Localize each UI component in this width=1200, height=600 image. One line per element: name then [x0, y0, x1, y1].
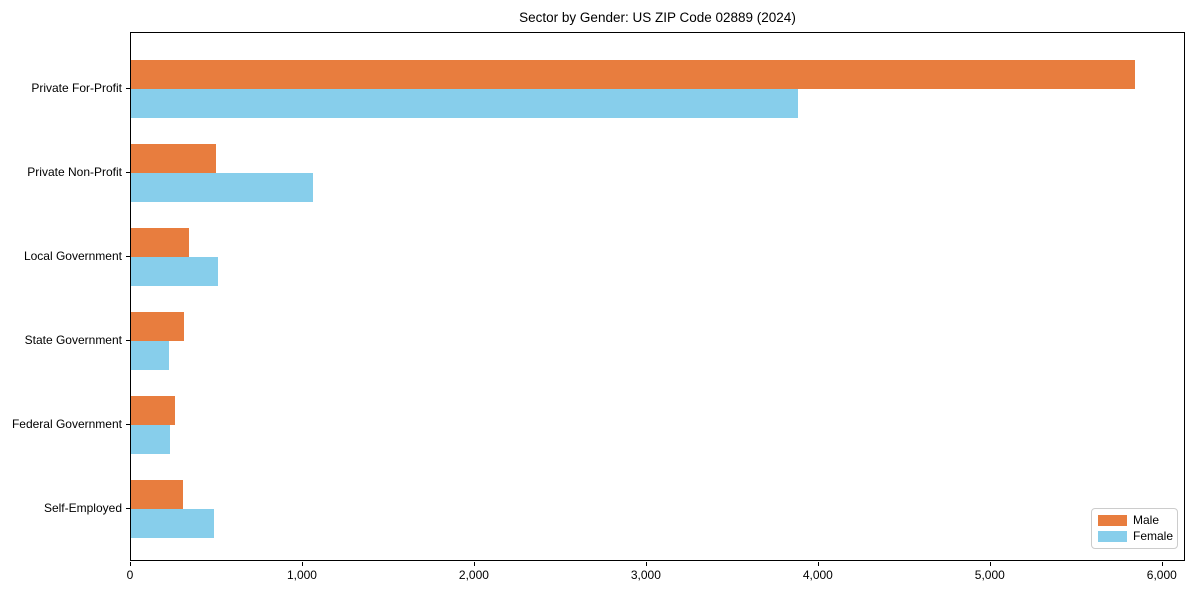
- bar-male: [131, 228, 189, 257]
- x-tick-label: 2,000: [458, 568, 489, 582]
- bar-female: [131, 173, 313, 202]
- bar-male: [131, 480, 183, 509]
- x-tick-label: 5,000: [974, 568, 1005, 582]
- bar-male: [131, 396, 175, 425]
- plot-area: [130, 32, 1185, 561]
- chart-title: Sector by Gender: US ZIP Code 02889 (202…: [519, 10, 796, 25]
- legend-swatch-male-icon: [1098, 515, 1127, 526]
- x-tick-label: 1,000: [286, 568, 317, 582]
- legend-entry-female: Female: [1098, 529, 1174, 543]
- x-tick-mark: [1161, 562, 1163, 566]
- x-tick-label: 0: [126, 568, 134, 582]
- y-tick-label: Private Non-Profit: [27, 165, 122, 179]
- legend-label-female: Female: [1133, 529, 1174, 543]
- x-tick-mark: [645, 562, 647, 566]
- y-tick-mark: [126, 172, 130, 173]
- legend-entry-male: Male: [1098, 514, 1171, 527]
- y-tick-mark: [126, 508, 130, 509]
- x-tick-mark: [989, 562, 991, 566]
- bar-female: [131, 341, 169, 370]
- x-tick-label: 3,000: [630, 568, 661, 582]
- bar-male: [131, 144, 216, 173]
- y-tick-label: State Government: [24, 333, 122, 347]
- y-tick-label: Local Government: [23, 249, 122, 263]
- y-tick-mark: [126, 256, 130, 257]
- bar-female: [131, 89, 798, 118]
- y-tick-label: Private For-Profit: [31, 81, 122, 95]
- bar-male: [131, 312, 184, 341]
- y-tick-mark: [126, 424, 130, 425]
- bar-female: [131, 425, 170, 454]
- y-tick-label: Self-Employed: [43, 501, 122, 515]
- bar-female: [131, 509, 214, 538]
- legend-swatch-female-icon: [1098, 531, 1127, 542]
- y-tick-mark: [126, 88, 130, 89]
- x-tick-label: 6,000: [1146, 568, 1177, 582]
- x-tick-mark: [817, 562, 819, 566]
- x-tick-label: 4,000: [802, 568, 833, 582]
- y-tick-label: Federal Government: [11, 417, 122, 431]
- x-tick-mark: [473, 562, 475, 566]
- x-tick-mark: [130, 562, 131, 566]
- legend: Male Female: [1091, 508, 1178, 549]
- y-tick-mark: [126, 340, 130, 341]
- x-tick-mark: [301, 562, 303, 566]
- bar-female: [131, 257, 218, 286]
- bar-male: [131, 60, 1135, 89]
- legend-label-male: Male: [1133, 513, 1160, 527]
